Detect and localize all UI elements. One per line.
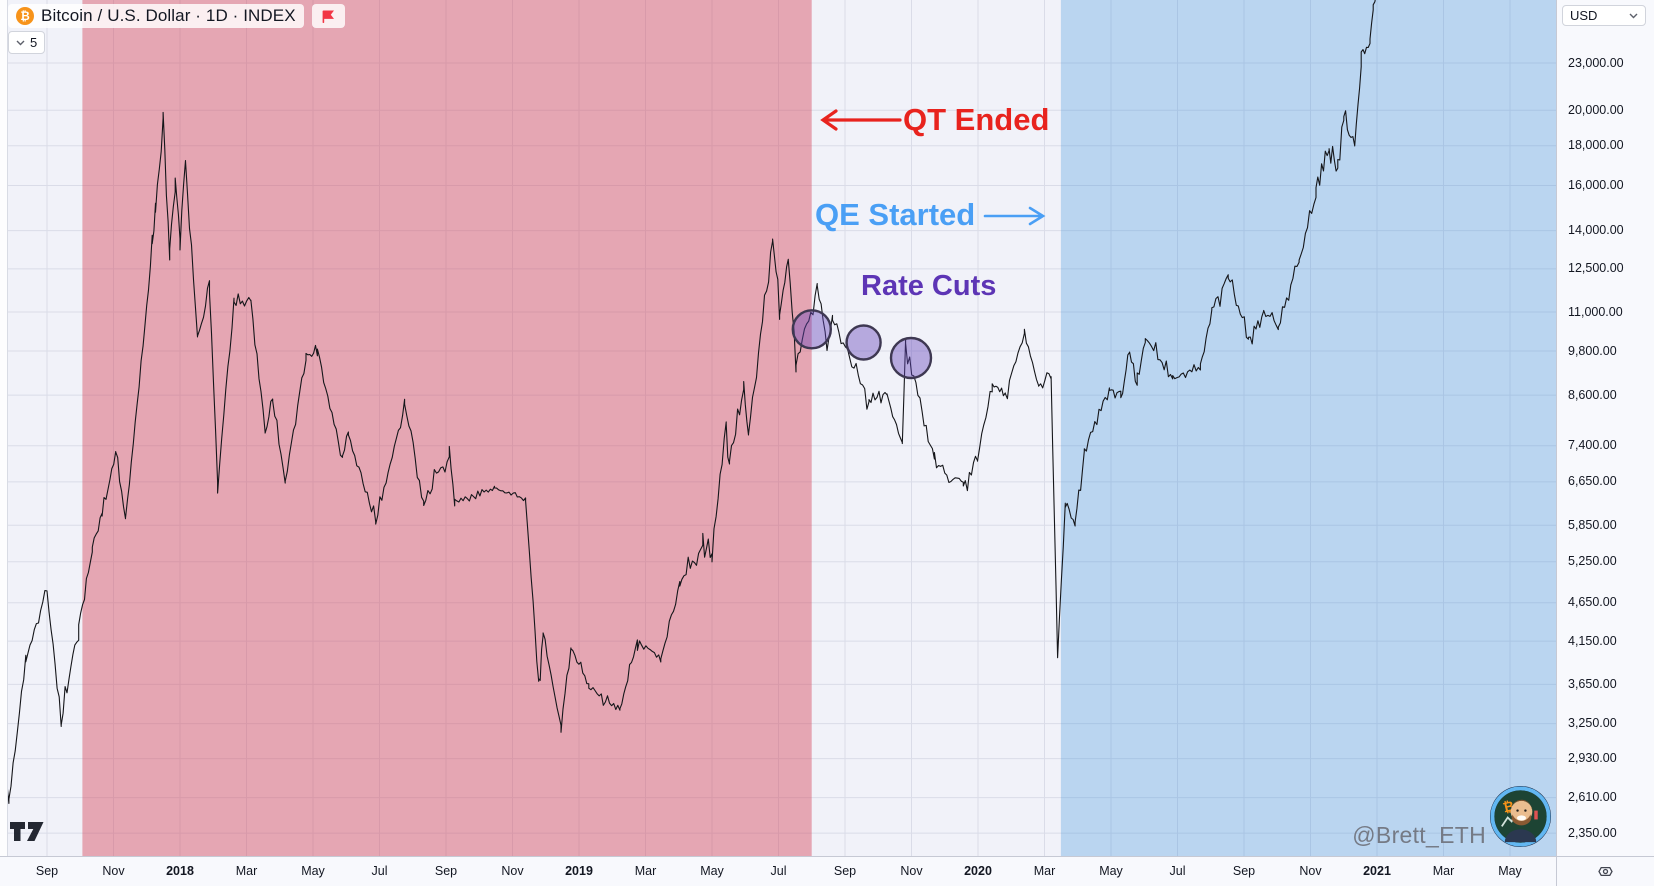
price-axis-label: 2,610.00 bbox=[1568, 790, 1617, 805]
qt-period-region[interactable] bbox=[82, 0, 812, 856]
time-axis-label: Mar bbox=[1432, 864, 1455, 878]
currency-label: USD bbox=[1570, 8, 1598, 23]
price-axis-label: 23,000.00 bbox=[1568, 55, 1624, 70]
tradingview-logo[interactable] bbox=[9, 820, 45, 843]
currency-dropdown[interactable]: USD bbox=[1562, 5, 1646, 26]
rate-cut-2-circle[interactable] bbox=[845, 324, 882, 361]
price-axis-label: 11,000.00 bbox=[1568, 304, 1623, 319]
time-axis-label: May bbox=[1498, 864, 1522, 878]
price-axis-label: 8,600.00 bbox=[1568, 387, 1617, 402]
rate-cut-1-circle[interactable] bbox=[791, 309, 832, 350]
price-axis-label: 12,500.00 bbox=[1568, 261, 1624, 276]
svg-text:₿: ₿ bbox=[20, 11, 29, 23]
time-axis-label: Sep bbox=[434, 864, 458, 878]
time-axis-label: Mar bbox=[235, 864, 258, 878]
qt-ended-arrow[interactable] bbox=[820, 109, 902, 131]
price-axis-label: 3,650.00 bbox=[1568, 676, 1617, 691]
time-axis[interactable]: Sep Nov 2018 Mar May Jul Sep Nov 2019 Mar May Jul Se… bbox=[0, 856, 1556, 886]
price-axis-label: 20,000.00 bbox=[1568, 102, 1624, 117]
qe-started-annotation[interactable]: QE Started bbox=[815, 197, 976, 232]
time-axis-label: Sep bbox=[35, 864, 59, 878]
plot-layers bbox=[0, 0, 1556, 856]
symbol-title: Bitcoin / U.S. Dollar · 1D · INDEX bbox=[41, 6, 296, 25]
axis-settings-corner[interactable] bbox=[1556, 856, 1654, 886]
time-axis-label: 2021 bbox=[1363, 864, 1391, 878]
price-axis[interactable]: USD 23,000.00 20,000.00 18,000.00 16,000.00… bbox=[1556, 0, 1654, 856]
rate-cut-3-circle[interactable] bbox=[889, 336, 933, 380]
legend-collapse-button[interactable]: 5 bbox=[8, 31, 46, 54]
time-axis-label: 2019 bbox=[565, 864, 593, 878]
interval-count: 5 bbox=[30, 35, 38, 50]
price-axis-label: 3,250.00 bbox=[1568, 716, 1617, 731]
time-axis-label: Nov bbox=[501, 864, 524, 878]
price-axis-label: 5,850.00 bbox=[1568, 517, 1617, 532]
flag-button[interactable] bbox=[311, 4, 345, 28]
time-axis-label: May bbox=[700, 864, 724, 878]
qe-period-region[interactable] bbox=[1060, 0, 1556, 856]
time-axis-label: Jul bbox=[371, 864, 388, 878]
chevron-down-icon bbox=[1629, 13, 1638, 18]
price-axis-label: 14,000.00 bbox=[1568, 223, 1624, 238]
time-axis-label: 2020 bbox=[964, 864, 992, 878]
collapsed-toolbar-strip[interactable] bbox=[0, 0, 8, 856]
price-axis-label: 2,930.00 bbox=[1568, 751, 1617, 766]
bitcoin-icon: ₿ bbox=[16, 7, 34, 25]
price-axis-label: 16,000.00 bbox=[1568, 178, 1624, 193]
time-axis-label: Mar bbox=[1033, 864, 1056, 878]
time-axis-label: Nov bbox=[900, 864, 923, 878]
chevron-down-icon bbox=[16, 40, 25, 45]
price-axis-label: 9,800.00 bbox=[1568, 343, 1617, 358]
avatar: ₿ bbox=[1489, 785, 1552, 848]
price-axis-label: 18,000.00 bbox=[1568, 138, 1624, 153]
time-axis-label: Mar bbox=[634, 864, 657, 878]
rate-cuts-annotation[interactable]: Rate Cuts bbox=[861, 270, 997, 302]
price-axis-label: 6,650.00 bbox=[1568, 474, 1617, 489]
qt-ended-annotation[interactable]: QT Ended bbox=[903, 102, 1050, 137]
symbol-legend: ₿ Bitcoin / U.S. Dollar · 1D · INDEX bbox=[8, 4, 345, 28]
time-axis-label: Jul bbox=[770, 864, 787, 878]
price-axis-label: 4,150.00 bbox=[1568, 633, 1617, 648]
price-axis-label: 7,400.00 bbox=[1568, 438, 1617, 453]
symbol-title-pill[interactable]: ₿ Bitcoin / U.S. Dollar · 1D · INDEX bbox=[8, 4, 304, 28]
flag-icon bbox=[322, 10, 334, 23]
price-axis-label: 2,350.00 bbox=[1568, 825, 1617, 840]
price-axis-label: 4,650.00 bbox=[1568, 595, 1617, 610]
gear-icon bbox=[1598, 866, 1613, 877]
time-axis-label: Nov bbox=[1299, 864, 1322, 878]
time-axis-label: Sep bbox=[833, 864, 857, 878]
time-axis-label: Jul bbox=[1169, 864, 1186, 878]
time-axis-label: Sep bbox=[1232, 864, 1256, 878]
price-axis-label: 5,250.00 bbox=[1568, 554, 1617, 569]
qe-started-arrow[interactable] bbox=[983, 206, 1046, 226]
time-axis-label: May bbox=[301, 864, 325, 878]
credit-label: @Brett_ETH bbox=[1352, 822, 1486, 848]
btc-price-series bbox=[0, 0, 1376, 827]
grid-lines bbox=[0, 0, 1556, 856]
time-axis-label: 2018 bbox=[166, 864, 194, 878]
time-axis-label: Nov bbox=[102, 864, 125, 878]
time-axis-label: May bbox=[1099, 864, 1123, 878]
